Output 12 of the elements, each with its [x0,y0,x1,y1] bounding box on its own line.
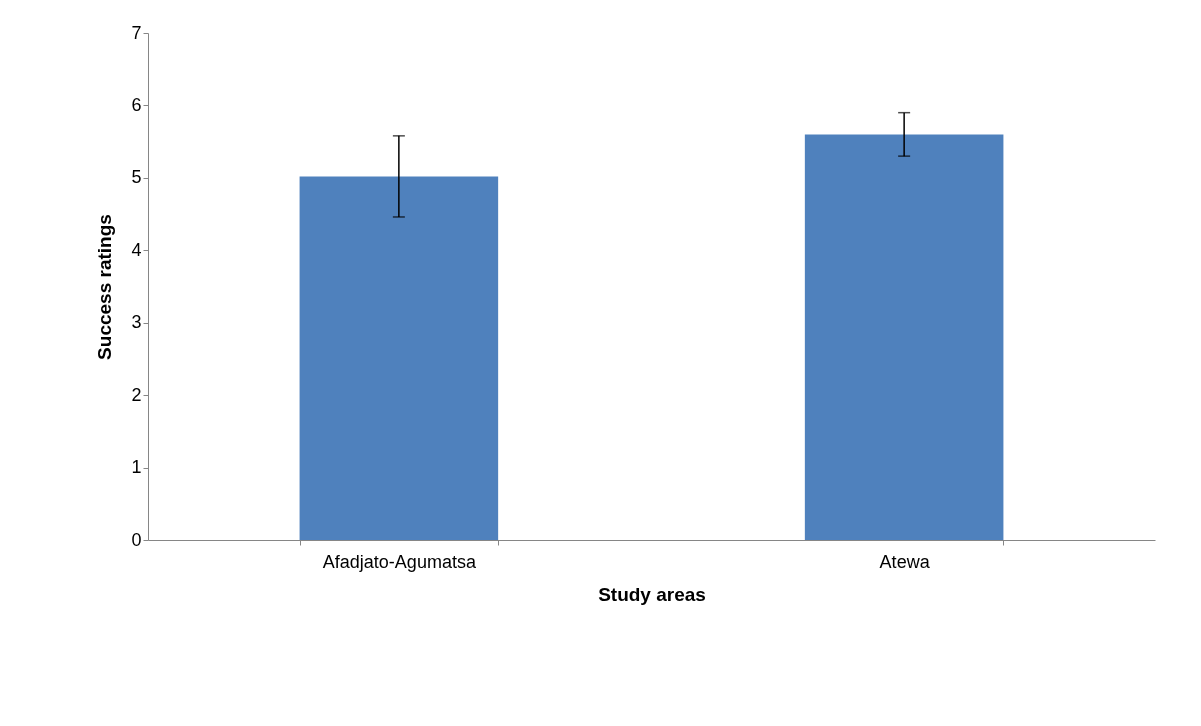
x-axis-title: Study areas [598,583,706,605]
y-tick-label: 4 [131,239,142,260]
y-tick-label: 3 [131,312,142,333]
y-tick-label: 1 [131,457,142,478]
x-tick-label: Afadjato-Agumatsa [322,551,477,572]
y-tick-label: 0 [131,529,142,550]
x-tick-label: Atewa [879,551,931,572]
y-tick-label: 2 [131,384,142,405]
y-tick-label: 7 [131,22,142,43]
y-axis-title: Success ratings [94,214,116,360]
y-tick-label: 5 [131,167,142,188]
y-tick-label: 6 [131,94,142,115]
